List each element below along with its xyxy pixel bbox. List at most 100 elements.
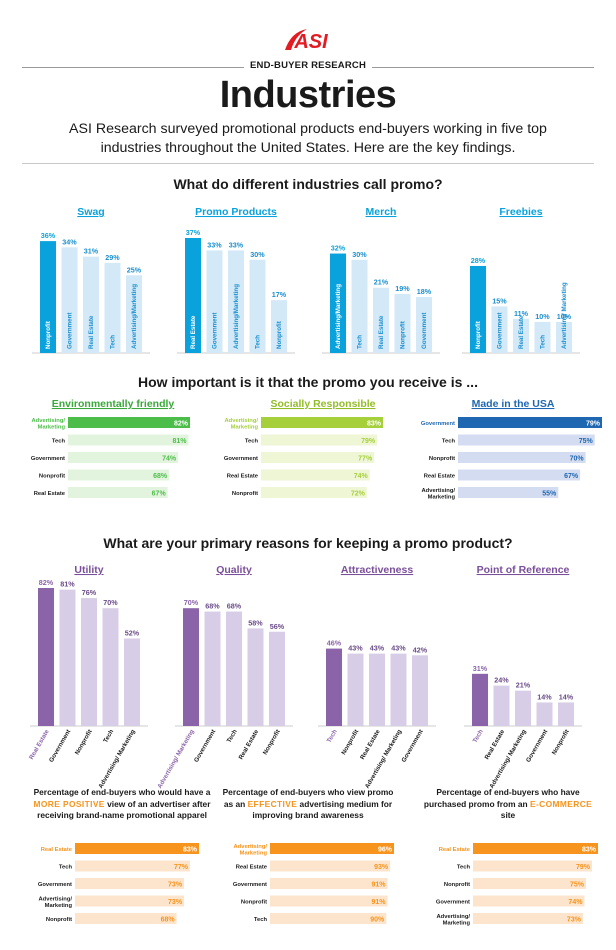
bar-freebies-government [491,306,508,353]
data-label-freebies-real-estate: 11% [514,309,529,318]
category-label-made-in-the-usa-real-estate: Real Estate [424,474,456,480]
bar-quality-real-estate [247,628,264,726]
category-label-ecommerce-advertising-marketing-line2: Marketing [443,921,471,927]
bar-effective-real-estate [270,860,391,872]
category-label-freebies-government: Government [497,313,504,349]
data-label-made-in-the-usa-tech: 75% [579,438,594,445]
category-label-positive-real-estate: Real Estate [41,847,73,853]
category-label-freebies-advertising-marketing: Advertising/ Marketing [561,282,568,349]
bar-environmentally-friendly-tech [68,434,189,446]
data-label-positive-tech: 77% [174,864,189,871]
category-label-socially-responsible-advertising-marketing-line2: Marketing [231,425,259,431]
category-label-effective-tech: Tech [254,917,268,923]
data-label-environmentally-friendly-real-estate: 67% [152,490,167,497]
data-label-effective-real-estate: 93% [374,864,389,871]
bar-swag-nonprofit [40,241,56,353]
data-label-promo-products-government: 33% [207,240,222,249]
category-label-quality-government: Government [193,729,217,764]
section-title-reasons: What are your primary reasons for keepin… [103,535,513,551]
category-label-positive-government: Government [38,882,72,888]
data-label-effective-tech: 90% [370,916,385,923]
bar-freebies-real-estate [513,318,529,353]
footnote-effective: Percentage of end-buyers who view promo … [222,787,394,820]
chart-title-environmentally-friendly: Environmentally friendly [52,398,175,410]
bar-merch-tech [351,259,368,353]
category-label-freebies-tech: Tech [540,335,547,349]
bar-environmentally-friendly-nonprofit [68,469,170,481]
data-label-quality-tech: 68% [227,602,242,611]
data-label-ecommerce-real-estate: 83% [582,846,597,853]
category-label-positive-advertising-marketing-line1: Advertising/ [39,897,73,903]
category-label-utility-tech: Tech [102,728,115,744]
header-rule-right [372,67,594,68]
bar-quality-tech [226,611,242,726]
bar-ecommerce-advertising-marketing [473,913,583,924]
data-label-attractiveness-advertising-marketing: 43% [391,644,406,653]
data-label-ecommerce-government: 74% [568,899,583,906]
bar-effective-government [270,878,388,889]
bar-utility-real-estate [38,588,54,726]
category-label-merch-government: Government [421,313,428,349]
header-rule-left [22,67,244,68]
bar-socially-responsible-nonprofit [261,487,367,498]
bar-quality-advertising-marketing [183,608,199,726]
footnote-positive: Percentage of end-buyers who would have … [33,787,211,820]
category-label-effective-advertising-marketing-line1: Advertising/ [234,844,268,850]
bar-freebies-tech [534,321,551,353]
data-label-freebies-nonprofit: 28% [471,256,486,265]
chart-title-promo-products: Promo Products [195,206,277,218]
data-label-socially-responsible-real-estate: 74% [354,473,369,480]
bar-socially-responsible-advertising-marketing [261,417,383,428]
highlight-positive: MORE POSITIVE [33,798,105,809]
data-label-made-in-the-usa-nonprofit: 70% [570,455,585,462]
data-label-attractiveness-nonprofit: 43% [348,644,363,653]
data-label-freebies-government: 15% [492,296,507,305]
data-label-quality-nonprofit: 56% [270,622,285,631]
category-label-ecommerce-real-estate: Real Estate [439,847,471,853]
bar-swag-real-estate [83,256,99,353]
data-label-utility-nonprofit: 76% [82,588,97,597]
category-label-socially-responsible-real-estate: Real Estate [227,474,259,480]
data-label-promo-products-advertising-marketing: 33% [229,240,244,249]
category-label-quality-advertising-marketing: Advertising/ Marketing [156,728,196,789]
data-label-merch-tech: 30% [352,250,367,259]
data-label-point-of-reference-nonprofit: 14% [559,692,574,701]
category-label-promo-products-government: Government [212,313,219,349]
category-label-point-of-reference-real-estate: Real Estate [483,728,506,761]
data-label-utility-advertising-marketing: 52% [125,628,140,637]
data-label-attractiveness-real-estate: 43% [370,644,385,653]
bar-merch-real-estate [373,287,389,353]
data-label-effective-government: 91% [372,881,387,888]
category-label-positive-nonprofit: Nonprofit [46,917,72,923]
bar-point-of-reference-tech [472,673,488,726]
data-label-point-of-reference-real-estate: 24% [494,676,509,685]
category-label-made-in-the-usa-nonprofit: Nonprofit [429,456,455,462]
bar-effective-tech [270,913,387,924]
category-label-point-of-reference-government: Government [525,729,549,764]
chart-title-freebies: Freebies [499,206,542,218]
highlight-effective: EFFECTIVE [247,798,298,809]
category-label-merch-tech: Tech [357,335,364,349]
bar-made-in-the-usa-nonprofit [458,452,586,463]
data-label-socially-responsible-government: 77% [358,455,373,462]
data-label-socially-responsible-advertising-marketing: 83% [367,420,382,427]
data-label-attractiveness-government: 42% [413,645,428,654]
bar-positive-tech [75,860,191,872]
category-label-effective-government: Government [233,882,267,888]
chart-title-merch: Merch [366,206,397,218]
category-label-socially-responsible-nonprofit: Nonprofit [232,491,258,497]
category-label-promo-products-nonprofit: Nonprofit [276,321,283,349]
data-label-socially-responsible-tech: 79% [361,438,376,445]
category-label-environmentally-friendly-nonprofit: Nonprofit [39,474,65,480]
category-label-swag-advertising-marketing: Advertising/Marketing [131,284,138,349]
data-label-quality-government: 68% [205,602,220,611]
bar-utility-tech [102,608,119,726]
bar-environmentally-friendly-government [68,452,179,463]
bar-quality-nonprofit [269,631,285,726]
data-label-quality-real-estate: 58% [248,618,263,627]
data-label-utility-tech: 70% [103,598,118,607]
category-label-utility-nonprofit: Nonprofit [74,729,94,757]
chart-title-attractiveness: Attractiveness [341,564,414,576]
data-label-point-of-reference-advertising-marketing: 21% [516,681,531,690]
